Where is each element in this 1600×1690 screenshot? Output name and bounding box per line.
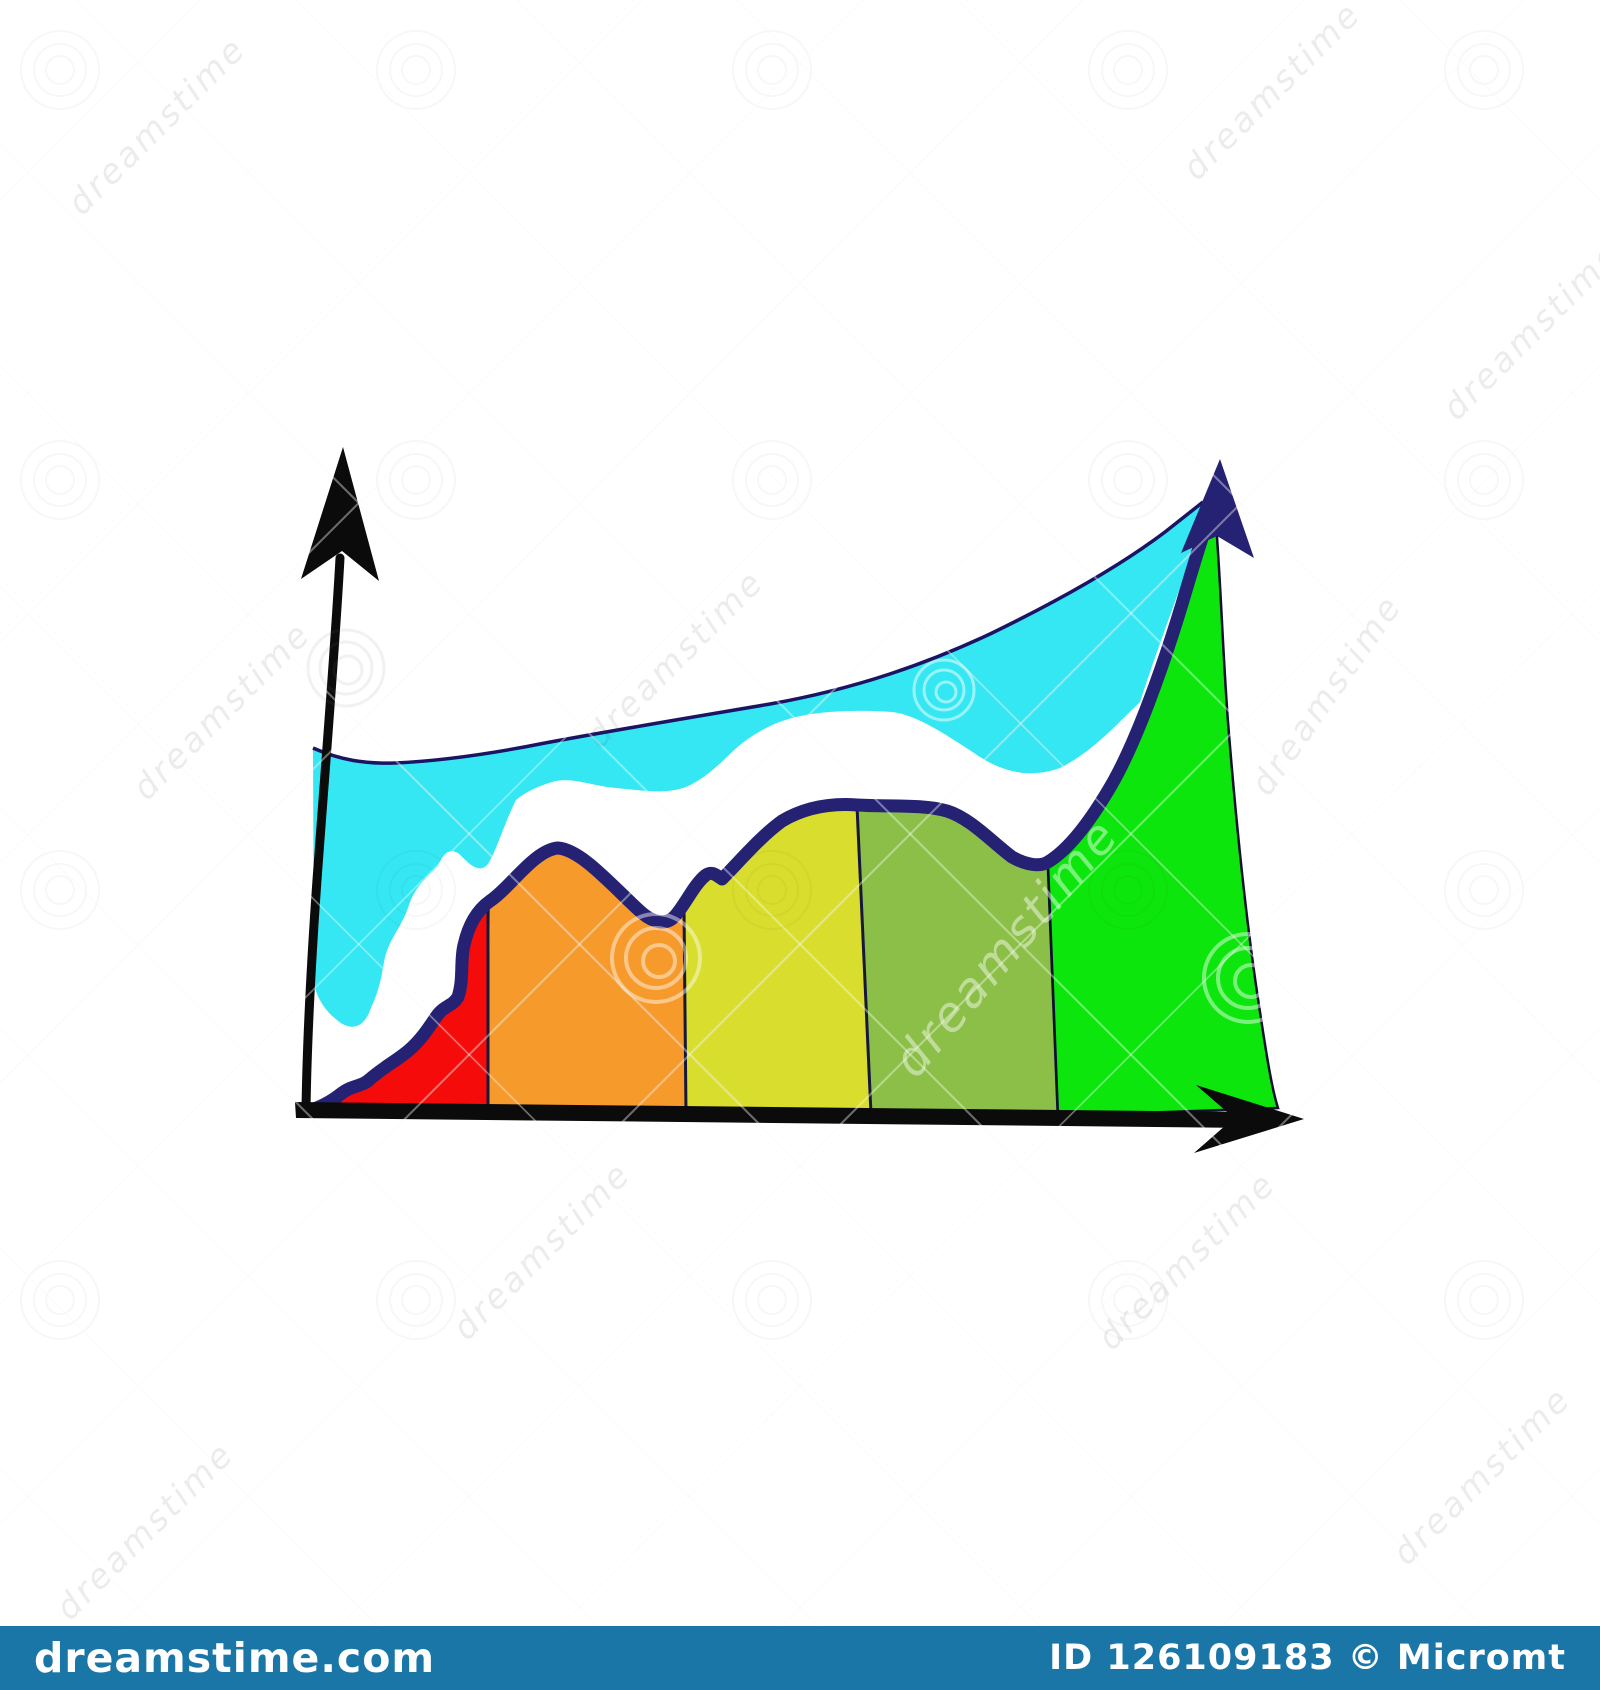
trend-line [301, 498, 1222, 1118]
spiral-watermark-icon [912, 658, 976, 722]
band-yellow-area [684, 804, 871, 1114]
band-orange-area [488, 848, 686, 1113]
spiral-watermark-icon [1202, 932, 1294, 1024]
y-axis-arrow-icon [301, 447, 379, 581]
sky-band-area [313, 502, 1203, 1027]
band-red-area [308, 901, 490, 1112]
band-lightgreen-area [857, 805, 1058, 1115]
sky-band-top-line [312, 500, 1205, 765]
trend-arrow-icon [1181, 459, 1254, 558]
x-axis-line [295, 1102, 1253, 1128]
band-dividers [486, 805, 1060, 1116]
x-axis-arrow-icon [1194, 1085, 1304, 1153]
y-axis-line [301, 553, 345, 1115]
spiral-watermark-icon [306, 628, 386, 708]
footer-bar: dreamstime.com ID 126109183 © Micromt [0, 1626, 1600, 1690]
image-credit-text: ID 126109183 © Micromt [1049, 1638, 1566, 1678]
brand-logo-text: dreamstime.com [34, 1634, 436, 1682]
spiral-watermark-icon [610, 912, 702, 1004]
